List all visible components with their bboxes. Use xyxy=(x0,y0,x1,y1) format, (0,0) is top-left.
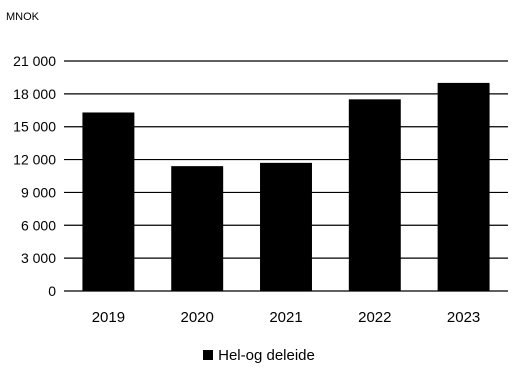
bar-2021 xyxy=(260,162,312,291)
bar-2019 xyxy=(82,112,135,291)
legend-label: Hel-og deleide xyxy=(218,347,315,364)
y-axis-unit-label: MNOK xyxy=(6,11,39,23)
x-tick-label: 2019 xyxy=(92,309,125,326)
y-tick-label: 0 xyxy=(48,283,56,299)
legend-swatch xyxy=(203,350,214,360)
bar-chart: 0 3 000 6 000 9 000 12 000 15 000 18 000 21 000… xyxy=(13,53,508,326)
x-tick-label: 2020 xyxy=(181,309,214,326)
bar-2022 xyxy=(348,99,401,291)
y-tick-label: 15 000 xyxy=(13,119,56,135)
y-tick-label: 18 000 xyxy=(13,86,56,102)
y-tick-label: 12 000 xyxy=(13,152,56,168)
legend: Hel-og deleide xyxy=(0,347,518,364)
y-tick-label: 3 000 xyxy=(21,250,56,266)
y-tick-label: 21 000 xyxy=(13,53,56,69)
bar-2020 xyxy=(171,166,224,291)
y-tick-label: 9 000 xyxy=(21,184,56,200)
y-tick-label: 6 000 xyxy=(21,217,56,233)
x-tick-label: 2021 xyxy=(269,309,302,326)
bar-2023 xyxy=(437,82,490,292)
x-tick-label: 2022 xyxy=(358,309,391,326)
x-tick-label: 2023 xyxy=(447,309,480,326)
